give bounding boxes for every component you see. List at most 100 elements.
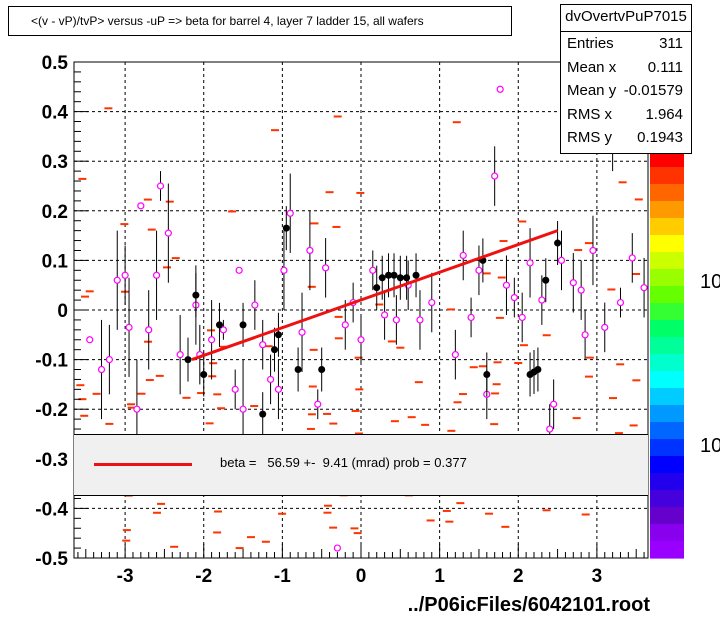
palette-swatch	[650, 388, 684, 406]
palette-swatch	[650, 167, 684, 185]
palette-swatch	[650, 218, 684, 236]
stats-box: dvOvertvPuP7015 Entries 311 Mean x 0.111 M…	[560, 4, 692, 154]
profile-point	[251, 301, 259, 309]
stats-row-rms-y: RMS y 0.1943	[561, 126, 691, 150]
high-stat-point	[542, 276, 550, 284]
profile-point	[589, 246, 597, 255]
profile-point	[235, 266, 243, 274]
color-palette: 10 10	[650, 150, 720, 559]
profile-point	[526, 259, 534, 267]
palette-swatch	[650, 235, 684, 253]
stats-row-mean-x: Mean x 0.111	[561, 56, 691, 80]
y-tick-label: 0	[57, 301, 68, 322]
palette-swatch	[650, 524, 684, 542]
stats-label: Entries	[567, 35, 614, 52]
profile-point	[459, 251, 467, 260]
profile-point	[510, 294, 518, 302]
x-tick-label: -2	[195, 566, 212, 587]
profile-point	[105, 356, 113, 364]
profile-point	[164, 229, 172, 237]
profile-point	[306, 246, 314, 255]
profile-point	[156, 182, 165, 190]
high-stat-point	[239, 321, 247, 329]
palette-swatch	[650, 252, 684, 270]
profile-point	[86, 336, 94, 344]
profile-point	[538, 296, 546, 304]
high-stat-point	[200, 370, 208, 378]
x-tick-label: 0	[356, 566, 367, 587]
palette-swatch	[650, 473, 684, 491]
palette-swatch	[650, 320, 684, 338]
high-stat-point	[259, 410, 267, 418]
profile-point	[152, 271, 161, 279]
high-stat-point	[184, 356, 192, 364]
high-stat-point	[271, 346, 279, 354]
palette-swatch	[650, 371, 684, 389]
x-tick-label: 3	[592, 566, 603, 587]
profile-point	[176, 351, 184, 359]
profile-point	[640, 284, 648, 292]
stats-value: 311	[659, 35, 683, 52]
fit-line	[191, 229, 559, 362]
palette-swatch	[650, 507, 684, 525]
palette-swatch	[650, 201, 684, 219]
profile-point	[581, 331, 589, 339]
x-tick-label: 1	[434, 566, 445, 587]
x-tick-label: -3	[117, 566, 134, 587]
high-stat-point	[554, 239, 562, 247]
profile-point	[274, 385, 283, 393]
profile-point	[475, 266, 483, 274]
profile-point	[298, 328, 306, 336]
profile-point	[628, 254, 636, 262]
palette-swatch	[650, 439, 684, 457]
profile-point	[266, 375, 275, 384]
profile-point	[557, 256, 566, 264]
y-tick-label: -0.2	[35, 400, 68, 421]
stats-value: -0.01579	[623, 82, 683, 99]
y-tick-label: -0.3	[35, 450, 68, 471]
y-tick-label: 0.2	[42, 202, 68, 223]
high-stat-point	[385, 271, 393, 279]
high-stat-point	[274, 331, 282, 339]
y-tick-label: 0.3	[42, 152, 68, 173]
palette-swatch	[650, 456, 684, 474]
profile-point	[113, 276, 121, 284]
palette-swatch	[650, 303, 684, 321]
high-stat-point	[483, 370, 491, 378]
profile-point	[546, 425, 554, 433]
profile-point	[259, 341, 267, 349]
profile-point	[133, 405, 141, 413]
stats-label: Mean y	[567, 82, 617, 99]
stats-label: Mean x	[567, 58, 617, 76]
palette-label: 10	[700, 271, 720, 293]
profile-point	[428, 298, 436, 307]
profile-point	[322, 264, 330, 272]
fit-legend-text: beta = 56.59 +- 9.41 (mrad) prob = 0.377	[220, 455, 467, 470]
profile-point	[97, 365, 106, 374]
palette-swatch	[650, 354, 684, 372]
palette-swatch	[650, 422, 684, 440]
stats-row-mean-y: Mean y -0.01579	[561, 79, 691, 103]
high-stat-point	[396, 274, 404, 282]
palette-swatch	[650, 269, 684, 287]
file-label: ../P06icFiles/6042101.root	[407, 594, 650, 616]
profile-point	[392, 316, 400, 324]
palette-swatch	[650, 184, 684, 202]
stats-value: 0.111	[647, 58, 683, 76]
profile-point	[333, 544, 342, 552]
profile-point	[502, 281, 511, 289]
chart-title-text: <(v - vP)/tvP> versus -uP => beta for ba…	[31, 14, 424, 28]
y-tick-label: -0.1	[35, 351, 68, 372]
profile-point	[239, 405, 247, 413]
profile-point	[416, 316, 424, 324]
palette-swatch	[650, 150, 684, 168]
palette-label: 10	[700, 435, 720, 457]
profile-point	[491, 172, 499, 180]
high-stat-point	[534, 366, 542, 374]
palette-swatch	[650, 405, 684, 423]
profile-point	[137, 202, 145, 210]
high-stat-point	[378, 274, 386, 282]
profile-point	[467, 313, 475, 322]
stats-name: dvOvertvPuP7015	[561, 5, 691, 32]
high-stat-point	[294, 366, 302, 374]
